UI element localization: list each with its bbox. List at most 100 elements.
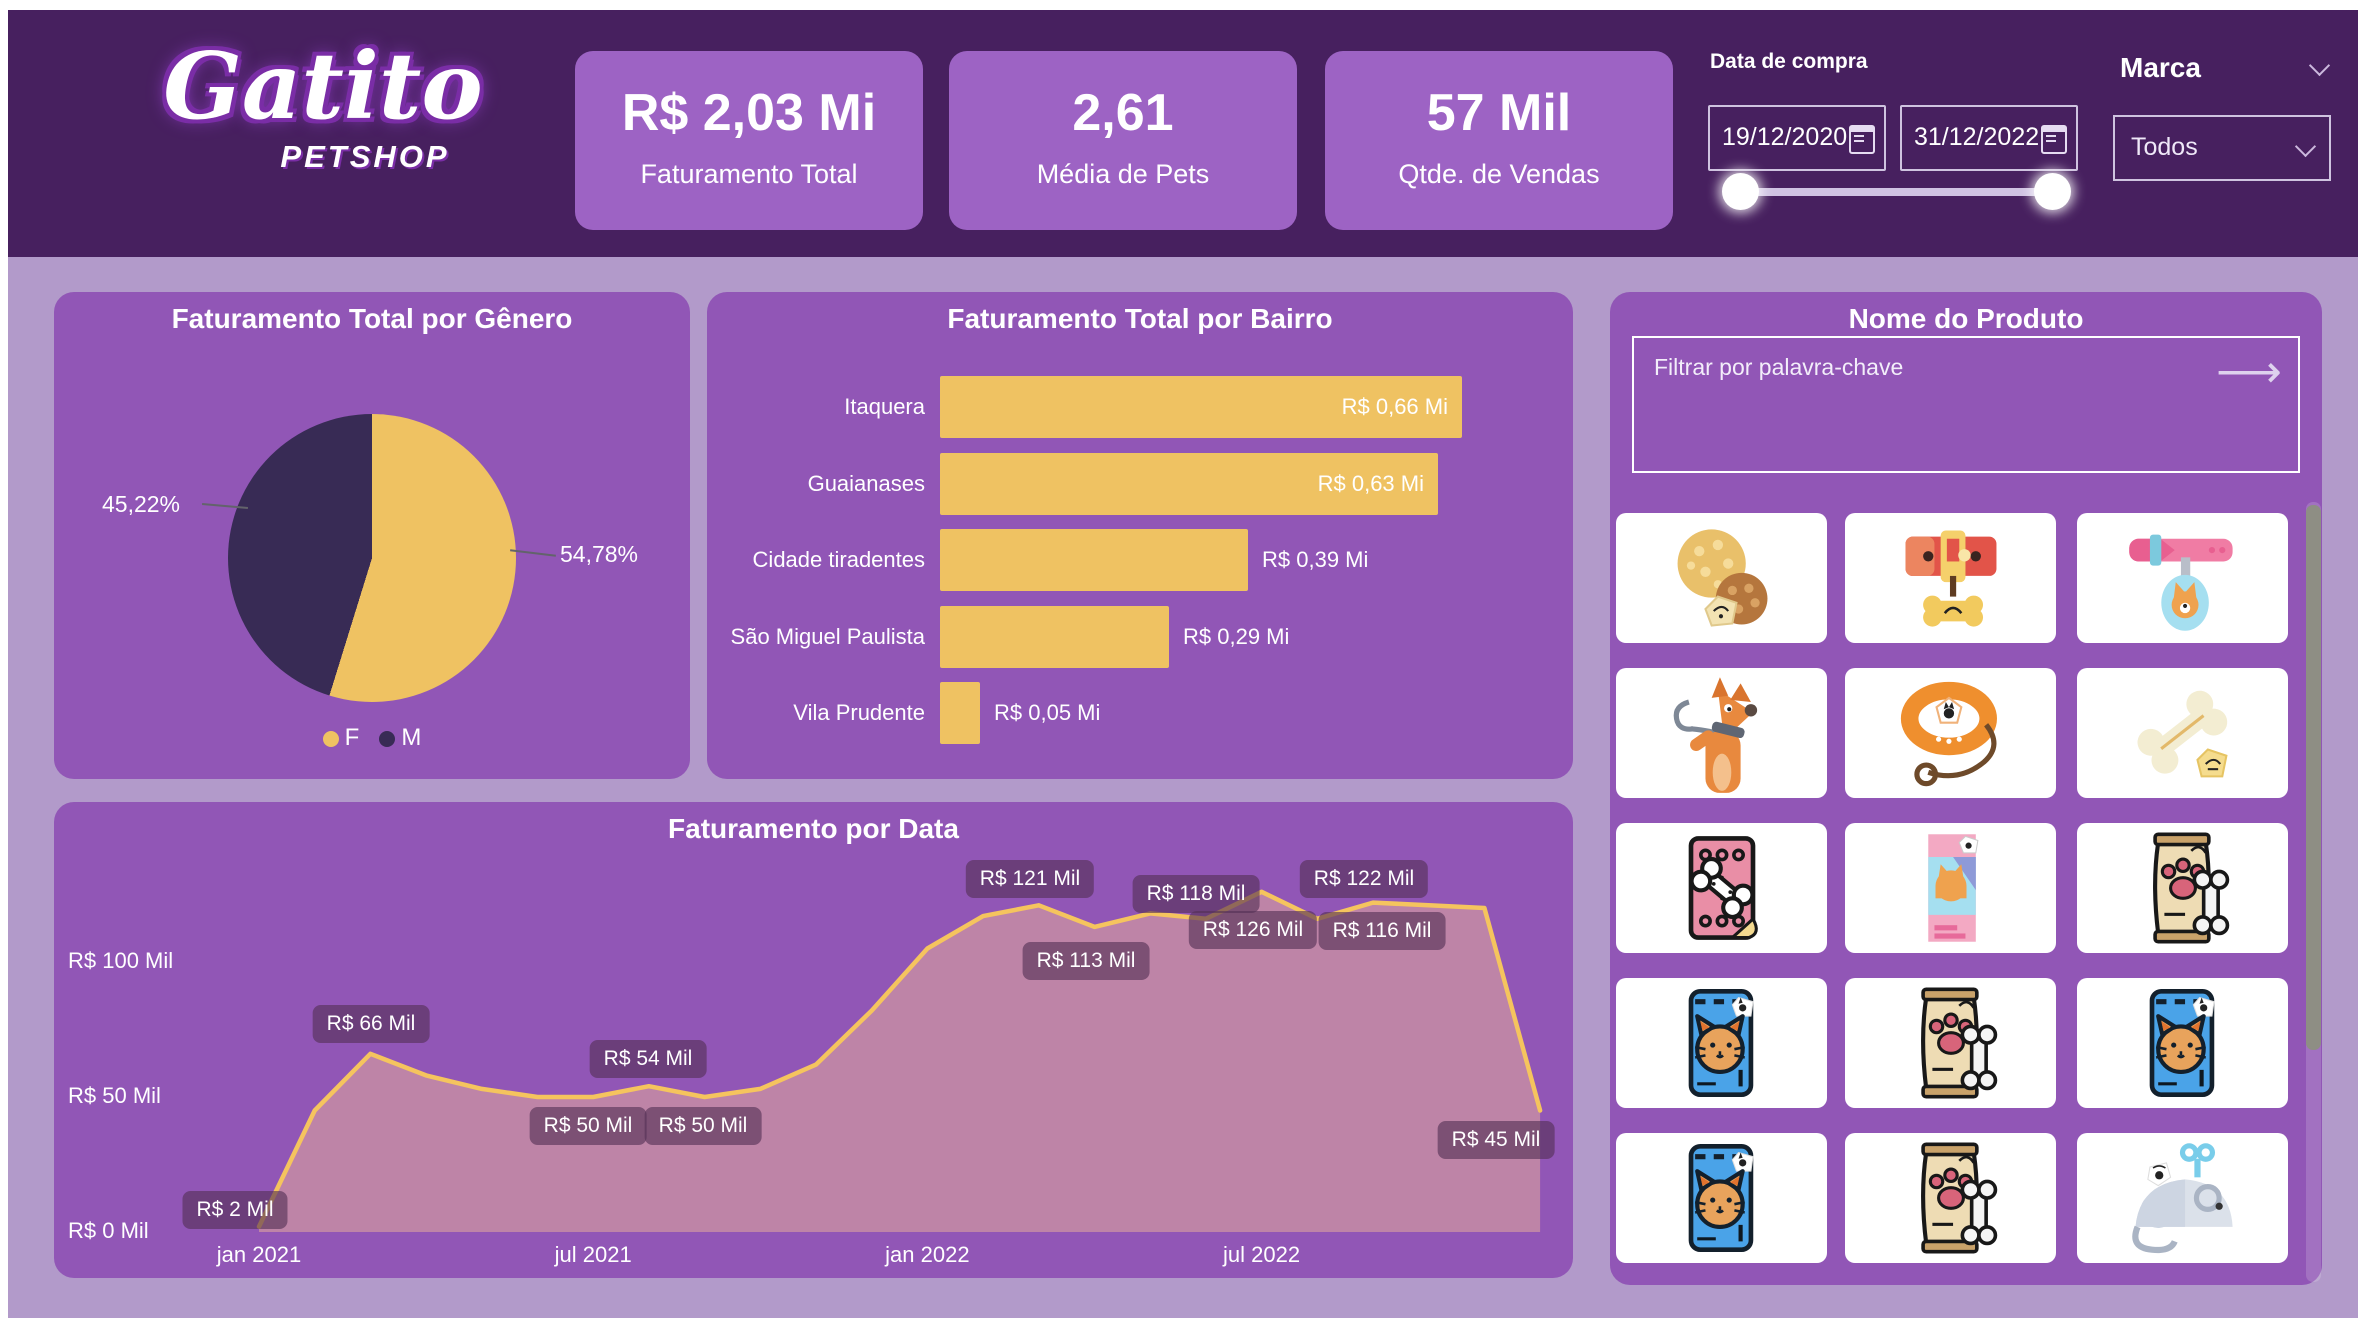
orange-collar-leash-icon: [1900, 681, 1997, 787]
legend-label: M: [401, 724, 422, 751]
cat-food-bag-icon: [1688, 1144, 1754, 1252]
bar-value-label: R$ 0,05 Mi: [994, 700, 1101, 726]
area-fill: [259, 891, 1541, 1232]
product-card[interactable]: [1616, 1133, 1827, 1263]
data-label-chip: R$ 121 Mil: [965, 860, 1095, 898]
bar[interactable]: [940, 605, 1169, 668]
product-card[interactable]: [2077, 978, 2288, 1108]
chevron-down-icon[interactable]: [2308, 54, 2331, 77]
bar-category-label: Cidade tiradentes: [752, 547, 925, 573]
product-card[interactable]: [1845, 823, 2056, 953]
bar-category-label: Guaianases: [807, 470, 925, 496]
data-label-chip: R$ 113 Mil: [1022, 942, 1150, 980]
product-card[interactable]: [1616, 513, 1827, 643]
dashboard: Gatito PETSHOP R$ 2,03 Mi Faturamento To…: [8, 10, 2358, 1318]
product-card[interactable]: [1845, 513, 2056, 643]
product-search-box: ⟶: [1632, 336, 2300, 473]
cat-food-bag-icon: [2149, 989, 2215, 1097]
dog-food-bag-icon: [2152, 832, 2229, 944]
product-filter-panel: Nome do Produto ⟶: [1610, 292, 2322, 1285]
product-card[interactable]: [1616, 668, 1827, 798]
logo-text: Gatito: [163, 32, 483, 140]
bar-row: Guaianases R$ 0,63 Mi: [707, 452, 1573, 515]
bar[interactable]: [940, 529, 1248, 592]
date-end-input[interactable]: [1902, 107, 2044, 167]
data-label-chip: R$ 50 Mil: [529, 1107, 647, 1145]
bar-category-label: São Miguel Paulista: [730, 623, 925, 649]
search-arrow-icon[interactable]: ⟶: [2216, 345, 2282, 397]
data-label-chip: R$ 66 Mil: [312, 1005, 430, 1043]
kpi-card-media-pets: 2,61 Média de Pets: [949, 51, 1297, 230]
product-search-input[interactable]: [1634, 338, 2298, 471]
product-card[interactable]: [1845, 978, 2056, 1108]
bar-chart-panel: Faturamento Total por Bairro Itaquera R$ …: [707, 292, 1573, 779]
calendar-icon[interactable]: [2041, 125, 2067, 154]
bar[interactable]: [940, 682, 980, 745]
date-filter-label: Data de compra: [1710, 50, 1868, 73]
bar-category-label: Itaquera: [844, 394, 925, 419]
data-label-chip: R$ 2 Mil: [182, 1191, 288, 1229]
product-card[interactable]: [1845, 668, 2056, 798]
kpi-value: 57 Mil: [1426, 84, 1572, 142]
area-chart-title: Faturamento por Data: [668, 813, 959, 844]
date-start-field[interactable]: [1708, 105, 1886, 171]
product-card[interactable]: [2077, 1133, 2288, 1263]
logo-subtext: PETSHOP: [280, 138, 450, 174]
data-label-chip: R$ 118 Mil: [1132, 875, 1260, 913]
kpi-card-qtde-vendas: 57 Mil Qtde. de Vendas: [1325, 51, 1673, 230]
product-card[interactable]: [2077, 513, 2288, 643]
x-axis-tick-label: jan 2022: [885, 1242, 970, 1267]
kpi-label: Média de Pets: [1036, 159, 1210, 189]
pie-chart-title: Faturamento Total por Gênero: [171, 303, 573, 334]
legend-item[interactable]: M: [379, 724, 421, 752]
y-axis-tick-label: R$ 0 Mil: [68, 1218, 149, 1243]
cat-food-box-icon: [1927, 834, 1978, 942]
pie-slice-label-f: 54,78%: [560, 541, 639, 567]
brand-filter-label: Marca: [2120, 52, 2201, 83]
product-panel-title: Nome do Produto: [1848, 303, 2084, 334]
pink-collar-tag-icon: [2128, 534, 2233, 631]
product-card[interactable]: [2077, 668, 2288, 798]
product-card[interactable]: [1845, 1133, 2056, 1263]
product-card[interactable]: [2077, 823, 2288, 953]
data-label-chip: R$ 116 Mil: [1318, 912, 1446, 950]
legend-item[interactable]: F: [322, 724, 360, 752]
brand-dropdown[interactable]: Todos: [2113, 115, 2331, 181]
dog-with-leash-icon: [1673, 677, 1757, 793]
legend-label: F: [344, 724, 360, 751]
mouse-toy-icon: [2131, 1143, 2233, 1254]
x-axis-tick-label: jul 2022: [1223, 1242, 1301, 1267]
bar-row: Cidade tiradentes R$ 0,39 Mi: [707, 529, 1573, 592]
bar-category-label: Vila Prudente: [793, 700, 925, 726]
pie-chart[interactable]: [228, 414, 516, 702]
slider-handle-start[interactable]: [1722, 173, 1759, 210]
leader-line: [510, 549, 556, 557]
date-end-field[interactable]: [1900, 105, 2078, 171]
bar-value-label: R$ 0,66 Mi: [1341, 394, 1448, 419]
kpi-label: Faturamento Total: [640, 159, 858, 189]
product-scrollbar[interactable]: [2306, 502, 2321, 1282]
bar[interactable]: R$ 0,63 Mi: [940, 452, 1438, 515]
bar-value-label: R$ 0,29 Mi: [1183, 623, 1290, 649]
pie-slice-label-m: 45,22%: [102, 491, 181, 517]
calendar-icon[interactable]: [1849, 125, 1875, 154]
product-card[interactable]: [1616, 978, 1827, 1108]
bone-icon: [2137, 690, 2228, 778]
brand-logo: Gatito PETSHOP: [148, 38, 498, 175]
treat-balls-icon: [1677, 529, 1767, 627]
y-axis-tick-label: R$ 50 Mil: [68, 1083, 161, 1108]
x-axis-tick-label: jul 2021: [554, 1242, 632, 1267]
bar[interactable]: R$ 0,66 Mi: [940, 376, 1462, 438]
bar-row: Vila Prudente R$ 0,05 Mi: [707, 682, 1573, 745]
bar-value-label: R$ 0,39 Mi: [1262, 547, 1369, 573]
kpi-value: 2,61: [1072, 84, 1174, 142]
chevron-down-icon: [2294, 135, 2317, 158]
date-range-slider[interactable]: [1740, 188, 2052, 196]
slider-handle-end[interactable]: [2034, 173, 2071, 210]
product-scrollbar-thumb[interactable]: [2306, 505, 2321, 1050]
date-start-input[interactable]: [1710, 107, 1852, 167]
product-card[interactable]: [1616, 823, 1827, 953]
dog-food-bag-icon: [1920, 1142, 1997, 1254]
y-axis-tick-label: R$ 100 Mil: [68, 948, 174, 973]
cat-food-bag-icon: [1688, 989, 1754, 1097]
